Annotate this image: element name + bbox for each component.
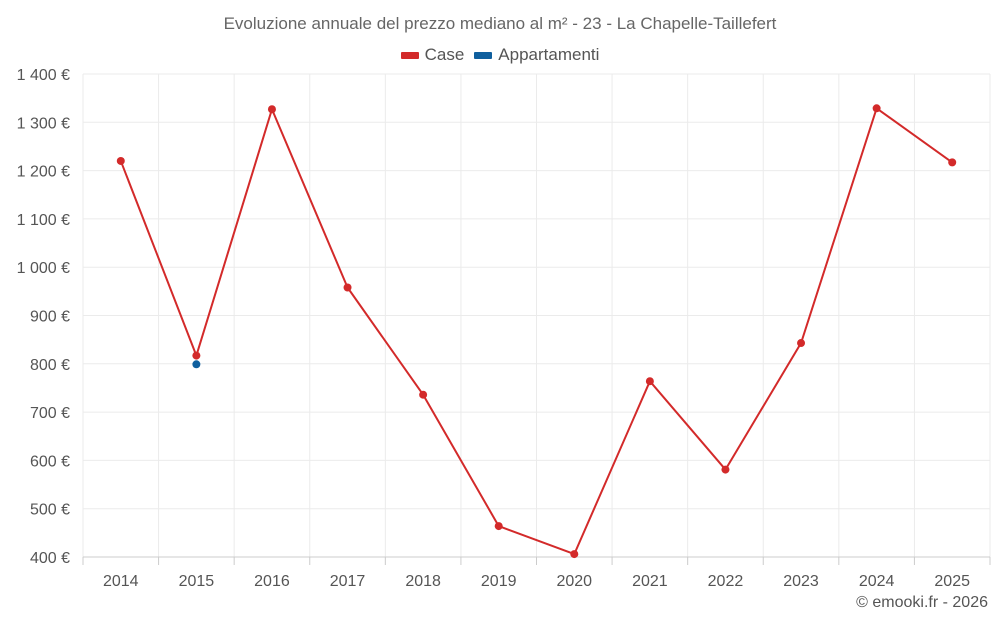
series-line-case <box>119 107 953 556</box>
y-tick-label: 700 € <box>30 405 70 422</box>
x-tick-label: 2020 <box>556 573 592 590</box>
x-tick-label: 2021 <box>632 573 668 590</box>
legend: Case Appartamenti <box>0 45 1000 65</box>
credit-text: © emooki.fr - 2026 <box>856 594 988 611</box>
data-point-case-2019[interactable] <box>494 522 503 531</box>
legend-label-appartamenti: Appartamenti <box>498 45 600 64</box>
data-point-case-2014[interactable] <box>116 156 125 165</box>
x-tick-label: 2015 <box>179 573 215 590</box>
y-tick-label: 1 000 € <box>17 260 70 277</box>
y-tick-label: 900 € <box>30 309 70 326</box>
data-point-case-2024[interactable] <box>872 104 881 113</box>
x-tick-label: 2022 <box>708 573 744 590</box>
x-tick-label: 2017 <box>330 573 366 590</box>
legend-item-appartamenti[interactable]: Appartamenti <box>474 45 599 65</box>
series <box>116 104 957 559</box>
axes: 400 € 500 € 600 € 700 € 800 € 900 € 1 000 € 1 1… <box>17 67 991 590</box>
data-point-case-2016[interactable] <box>267 105 276 114</box>
chart-title: Evoluzione annuale del prezzo mediano al… <box>223 14 777 33</box>
x-tick-label: 2018 <box>405 573 441 590</box>
x-tick-label: 2019 <box>481 573 517 590</box>
data-point-case-2021[interactable] <box>645 377 654 386</box>
x-tick-label: 2016 <box>254 573 290 590</box>
data-point-case-2017[interactable] <box>343 283 352 292</box>
y-tick-label: 1 400 € <box>17 67 70 84</box>
data-point-case-2018[interactable] <box>419 390 428 399</box>
data-point-case-2022[interactable] <box>721 465 730 474</box>
x-tick-label: 2025 <box>934 573 970 590</box>
data-point-case-2025[interactable] <box>948 158 957 167</box>
y-tick-label: 1 300 € <box>17 115 70 132</box>
y-tick-label: 800 € <box>30 357 70 374</box>
data-point-case-2015[interactable] <box>192 351 201 360</box>
y-tick-label: 500 € <box>30 502 70 519</box>
legend-swatch-case <box>400 51 419 59</box>
grid <box>82 73 991 558</box>
data-point-appartamenti-2015[interactable] <box>192 360 201 369</box>
y-tick-label: 1 200 € <box>17 164 70 181</box>
legend-swatch-appartamenti <box>474 51 493 59</box>
x-tick-label: 2024 <box>859 573 895 590</box>
x-tick-label: 2023 <box>783 573 819 590</box>
data-point-case-2020[interactable] <box>570 550 579 559</box>
y-tick-label: 600 € <box>30 453 70 470</box>
legend-label-case: Case <box>424 45 465 64</box>
x-tick-label: 2014 <box>103 573 139 590</box>
y-tick-label: 400 € <box>30 550 70 567</box>
legend-item-case[interactable]: Case <box>400 45 465 65</box>
y-tick-label: 1 100 € <box>17 212 70 229</box>
data-point-case-2023[interactable] <box>797 339 806 348</box>
